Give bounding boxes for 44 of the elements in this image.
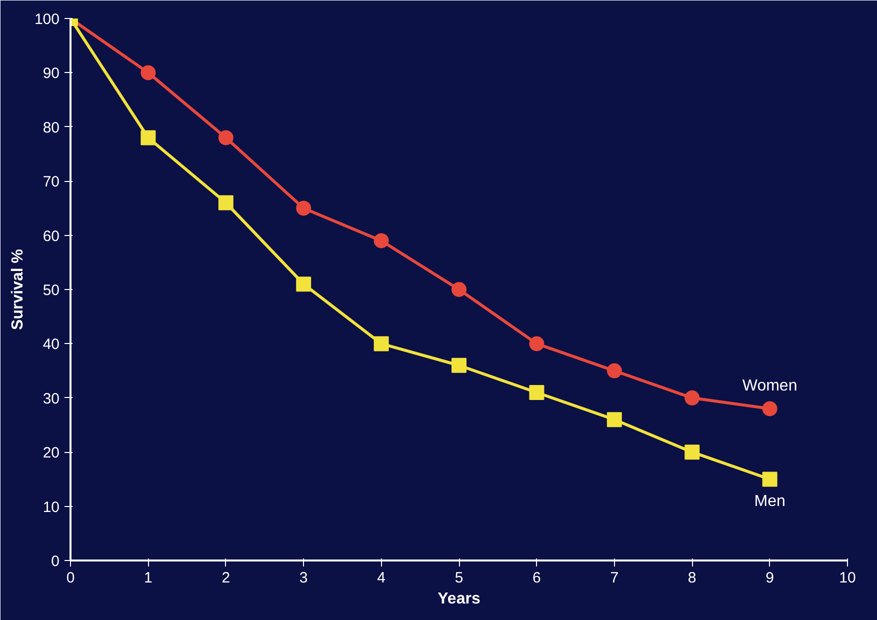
x-tick-label: 7 xyxy=(610,570,619,586)
y-tick-label: 90 xyxy=(42,65,60,82)
point xyxy=(374,233,389,248)
x-tick-label: 5 xyxy=(454,570,464,586)
point xyxy=(529,336,544,352)
x-tick-label: 4 xyxy=(377,570,386,586)
y-tick-label: 70 xyxy=(42,174,60,191)
series-label: Women xyxy=(742,378,798,395)
point xyxy=(374,336,389,352)
x-tick-label: 0 xyxy=(66,570,75,586)
x-tick-label: 6 xyxy=(532,570,541,586)
x-tick-label: 10 xyxy=(839,570,856,586)
x-tick-label: 8 xyxy=(688,570,696,586)
point xyxy=(606,412,622,428)
y-tick-label: 10 xyxy=(42,498,60,516)
x-tick-label: 1 xyxy=(144,570,152,586)
y-tick-label: 0 xyxy=(51,553,60,570)
y-tick-label: 20 xyxy=(42,444,60,462)
y-tick-label: 50 xyxy=(42,282,60,299)
x-tick-label: 3 xyxy=(299,570,308,586)
y-tick-label: 100 xyxy=(34,11,60,28)
x-tick-label: 2 xyxy=(222,570,230,586)
x-axis-title: Years xyxy=(438,590,480,608)
point xyxy=(606,363,622,378)
point xyxy=(296,200,312,216)
point xyxy=(218,195,234,210)
y-tick-label: 30 xyxy=(42,390,60,408)
point xyxy=(452,282,466,297)
point xyxy=(218,130,234,146)
y-tick-label: 80 xyxy=(42,119,60,136)
y-tick-label: 60 xyxy=(42,228,60,245)
point xyxy=(762,472,778,487)
point xyxy=(140,130,156,146)
point xyxy=(529,384,544,400)
point xyxy=(684,444,700,460)
x-tick-label: 9 xyxy=(766,570,774,586)
point xyxy=(762,401,778,416)
point xyxy=(684,390,700,406)
point xyxy=(140,65,156,80)
y-axis-title: Survival % xyxy=(9,249,26,330)
series-label: Men xyxy=(754,493,786,510)
y-tick-label: 40 xyxy=(42,336,60,354)
point xyxy=(452,358,466,373)
point xyxy=(296,276,312,292)
